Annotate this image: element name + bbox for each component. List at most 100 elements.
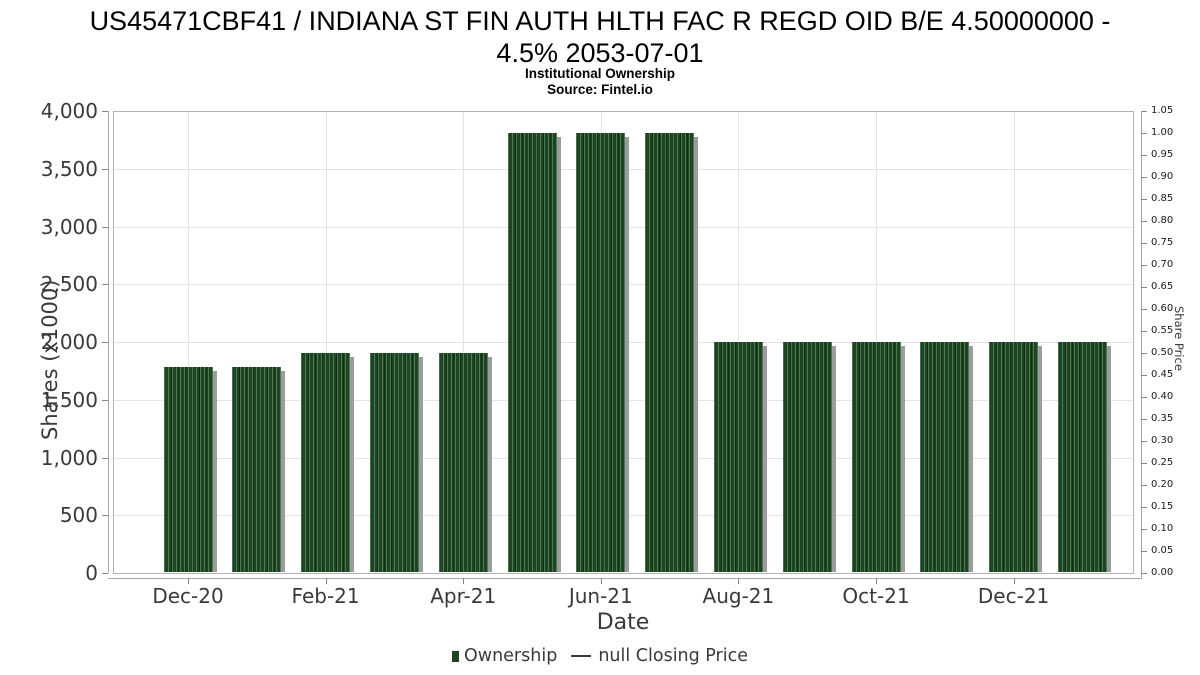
closing-price-line-icon bbox=[571, 654, 592, 658]
y-right-tick-label: 0.05 bbox=[1151, 545, 1174, 556]
plot-area bbox=[114, 112, 1132, 572]
y-right-tick bbox=[1141, 133, 1147, 134]
bar-Mar-21 bbox=[369, 353, 419, 572]
y-right-tick bbox=[1141, 441, 1147, 442]
y-right-tick bbox=[1141, 463, 1147, 464]
legend-ownership-label: Ownership bbox=[463, 646, 558, 666]
x-axis-spine bbox=[108, 578, 1141, 579]
x-tick bbox=[600, 578, 602, 584]
y-right-tick bbox=[1141, 419, 1147, 420]
bar-Jan-21 bbox=[232, 367, 282, 572]
y-left-tick-label: 2,000 bbox=[40, 330, 98, 354]
y-right-tick-label: 0.20 bbox=[1151, 479, 1174, 490]
y-left-tick bbox=[102, 168, 108, 170]
y-left-tick-label: 1,500 bbox=[40, 387, 98, 412]
bar-Jun-21 bbox=[576, 132, 626, 572]
bar-Sep-21 bbox=[782, 341, 832, 572]
bar-Apr-21 bbox=[438, 353, 488, 572]
y-right-tick bbox=[1141, 111, 1147, 112]
x-tick bbox=[876, 578, 877, 584]
bar-Jul-21 bbox=[645, 132, 695, 572]
y-right-axis-spine bbox=[1141, 111, 1142, 579]
x-tick-label: Feb-21 bbox=[291, 584, 360, 608]
page-title: US45471CBF41 / INDIANA ST FIN AUTH HLTH … bbox=[0, 5, 1200, 69]
y-right-tick-label: 0.40 bbox=[1151, 391, 1174, 402]
y-left-tick bbox=[102, 226, 108, 228]
bar-Oct-21 bbox=[851, 341, 901, 572]
y-right-tick-label: 0.25 bbox=[1151, 457, 1174, 468]
y-right-tick bbox=[1141, 551, 1147, 552]
y-right-tick bbox=[1141, 309, 1147, 310]
y-left-tick-label: 2,500 bbox=[40, 272, 98, 297]
y-right-tick bbox=[1141, 199, 1147, 200]
y-right-tick bbox=[1141, 221, 1147, 222]
y-left-tick-label: 500 bbox=[59, 503, 98, 528]
bar-May-21 bbox=[507, 132, 557, 572]
y-right-tick-label: 0.85 bbox=[1151, 193, 1174, 204]
y-left-tick bbox=[102, 342, 108, 343]
y-right-tick-label: 0.10 bbox=[1151, 523, 1174, 534]
bar-Nov-21 bbox=[920, 341, 970, 572]
x-tick bbox=[1013, 578, 1015, 584]
y-right-tick-label: 0.00 bbox=[1151, 567, 1174, 578]
bar-Feb-21 bbox=[301, 353, 351, 572]
y-right-tick-label: 0.80 bbox=[1151, 215, 1174, 226]
y-left-tick bbox=[102, 573, 108, 574]
chart-source: Source: Fintel.io bbox=[547, 82, 653, 97]
y-right-tick-label: 0.75 bbox=[1151, 237, 1174, 248]
legend-price-label: null Closing Price bbox=[598, 646, 749, 666]
chart-subtitle: Institutional Ownership bbox=[524, 66, 675, 81]
x-tick bbox=[188, 578, 189, 584]
x-tick-label: Dec-20 bbox=[152, 584, 224, 608]
gridline-v bbox=[325, 112, 327, 572]
y-right-tick bbox=[1141, 265, 1147, 266]
y-right-tick-label: 0.55 bbox=[1151, 325, 1174, 336]
gridline-v bbox=[463, 112, 465, 572]
y-right-tick-label: 0.95 bbox=[1151, 149, 1174, 160]
y-right-tick bbox=[1141, 397, 1147, 398]
y-right-tick bbox=[1141, 243, 1147, 244]
y-right-tick-label: 0.90 bbox=[1151, 171, 1174, 182]
y-right-tick bbox=[1141, 485, 1147, 486]
y-left-tick-label: 3,000 bbox=[40, 214, 98, 239]
y-left-tick-label: 4,000 bbox=[40, 99, 98, 123]
y-left-tick bbox=[102, 515, 108, 517]
y-right-tick bbox=[1141, 177, 1147, 178]
page-title-line2: 4.5% 2053-07-01 bbox=[496, 38, 704, 68]
y-right-tick-label: 1.00 bbox=[1151, 127, 1174, 138]
y-axis-right-title: Share Price bbox=[1172, 306, 1186, 371]
y-right-tick bbox=[1141, 375, 1147, 376]
x-tick-label: Jun-21 bbox=[568, 584, 633, 608]
y-right-tick-label: 0.30 bbox=[1151, 435, 1174, 446]
x-tick-label: Dec-21 bbox=[977, 584, 1050, 608]
bar-Dec-21 bbox=[989, 341, 1039, 572]
y-left-tick bbox=[102, 399, 108, 401]
x-tick bbox=[738, 578, 740, 584]
y-right-tick bbox=[1141, 353, 1147, 354]
y-left-tick bbox=[102, 284, 108, 286]
y-left-axis-spine bbox=[108, 111, 109, 573]
y-right-tick bbox=[1141, 507, 1147, 508]
bar-Dec-20 bbox=[163, 367, 213, 572]
gridline-v bbox=[188, 112, 189, 572]
ownership-swatch-icon bbox=[451, 650, 459, 662]
x-tick-label: Aug-21 bbox=[702, 584, 775, 608]
y-right-tick-label: 0.50 bbox=[1151, 347, 1174, 358]
y-right-tick-label: 0.15 bbox=[1151, 501, 1174, 512]
y-left-tick-label: 0 bbox=[85, 561, 98, 585]
y-right-tick-label: 0.45 bbox=[1151, 369, 1174, 380]
y-right-tick bbox=[1141, 529, 1147, 530]
bar-Aug-21 bbox=[713, 341, 763, 572]
x-axis-title: Date bbox=[596, 610, 650, 635]
y-left-tick bbox=[102, 111, 108, 112]
y-right-tick bbox=[1141, 331, 1147, 332]
y-right-tick-label: 0.70 bbox=[1151, 259, 1174, 270]
y-left-tick-label: 3,500 bbox=[40, 156, 98, 181]
y-right-tick bbox=[1141, 155, 1147, 156]
y-right-tick-label: 0.65 bbox=[1151, 281, 1174, 292]
y-right-tick-label: 1.05 bbox=[1151, 105, 1174, 116]
y-right-tick bbox=[1141, 573, 1147, 574]
x-tick bbox=[325, 578, 327, 584]
y-left-tick bbox=[102, 457, 108, 459]
